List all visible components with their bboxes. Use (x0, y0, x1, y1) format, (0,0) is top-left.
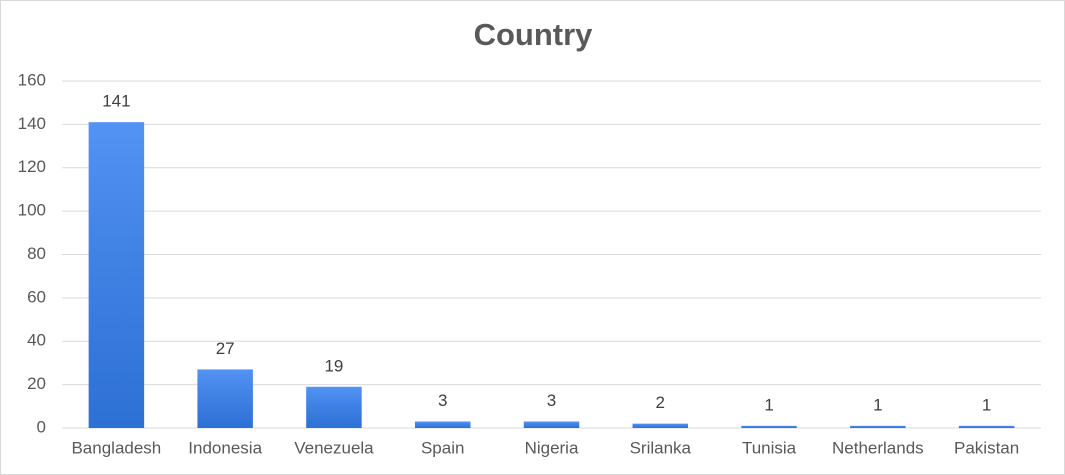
x-tick-label: Venezuela (294, 438, 374, 457)
bar-shade (306, 386, 362, 428)
value-label: 3 (547, 391, 556, 410)
value-label: 2 (656, 393, 665, 412)
y-tick-label: 160 (18, 70, 46, 89)
y-tick-label: 120 (18, 157, 46, 176)
x-tick-label: Indonesia (188, 438, 262, 457)
x-tick-label: Srilanka (630, 438, 692, 457)
x-tick-label: Nigeria (525, 438, 579, 457)
y-tick-label: 140 (18, 114, 46, 133)
value-label: 3 (438, 391, 447, 410)
bar-shade (197, 369, 253, 428)
x-tick-label: Netherlands (832, 438, 924, 457)
value-label: 1 (764, 395, 773, 414)
x-tick-label: Bangladesh (71, 438, 161, 457)
value-label: 1 (873, 395, 882, 414)
y-tick-label: 80 (27, 244, 46, 263)
x-tick-label: Spain (421, 438, 464, 457)
x-tick-label: Pakistan (954, 438, 1019, 457)
bar-shade (958, 425, 1015, 428)
value-label: 1 (982, 395, 991, 414)
value-label: 141 (102, 92, 130, 111)
y-tick-label: 20 (27, 374, 46, 393)
bar-shade (632, 423, 689, 428)
y-tick-label: 40 (27, 331, 46, 350)
value-label: 27 (216, 339, 235, 358)
bar-shade (523, 421, 580, 428)
bar-shade (741, 425, 797, 428)
y-tick-label: 100 (18, 201, 46, 220)
chart-title: Country (474, 17, 594, 52)
x-tick-label: Tunisia (742, 438, 797, 457)
y-tick-label: 60 (27, 287, 46, 306)
bar-shade (88, 122, 145, 429)
bar-shade (850, 425, 906, 428)
value-label: 19 (324, 356, 343, 375)
bar-shade (414, 421, 471, 428)
y-tick-label: 0 (37, 417, 46, 436)
